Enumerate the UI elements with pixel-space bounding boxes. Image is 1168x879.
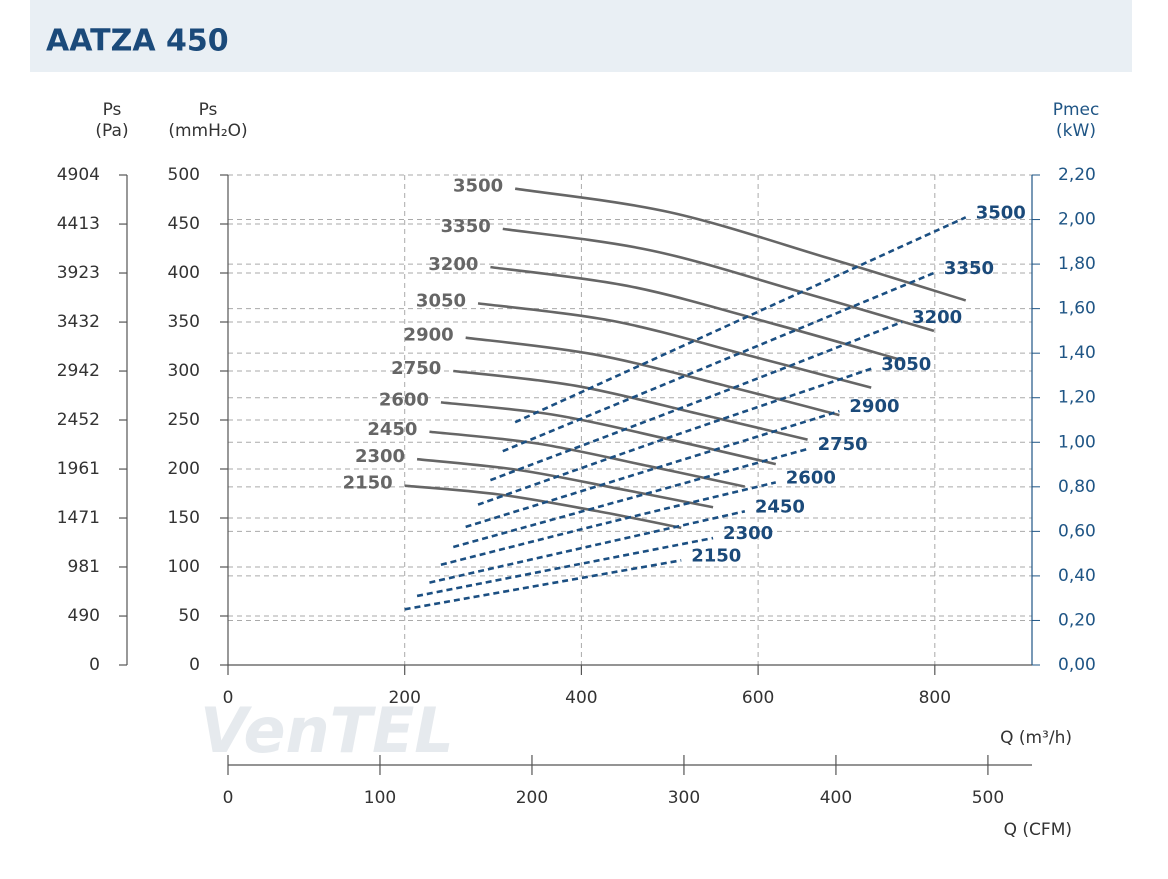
power-curve-label: 3500 xyxy=(976,202,1026,223)
y-tick-label: 50 xyxy=(178,606,200,626)
pa-tick-label: 2942 xyxy=(57,361,100,381)
pressure-curve-label: 2750 xyxy=(391,358,441,379)
pa-axis-unit: (Pa) xyxy=(95,121,128,141)
watermark: VenTEL xyxy=(200,694,454,767)
header-band xyxy=(30,0,1132,72)
y-tick-label: 200 xyxy=(168,459,200,479)
y-tick-label: 350 xyxy=(168,312,200,332)
pa-tick-label: 490 xyxy=(68,606,100,626)
x2-tick-label: 400 xyxy=(820,788,852,808)
x2-tick-label: 500 xyxy=(972,788,1004,808)
power-curve-label: 2450 xyxy=(755,496,805,517)
x2-tick-label: 0 xyxy=(223,788,234,808)
x2-axis-title: Q (CFM) xyxy=(1004,820,1072,840)
y2-tick-label: 1,80 xyxy=(1058,254,1096,274)
x2-tick-label: 100 xyxy=(364,788,396,808)
y2-tick-label: 0,60 xyxy=(1058,521,1096,541)
pressure-curve xyxy=(477,302,872,389)
y2-tick-label: 2,00 xyxy=(1058,210,1096,230)
x-tick-label: 0 xyxy=(223,688,234,708)
pressure-curve xyxy=(440,401,777,466)
pressure-curve-label: 2900 xyxy=(404,325,454,346)
pressure-curve xyxy=(416,457,714,509)
pressure-curve xyxy=(514,187,967,302)
power-curve-label: 2900 xyxy=(849,396,899,417)
y2-tick-label: 1,20 xyxy=(1058,388,1096,408)
power-curve-label: 3350 xyxy=(944,258,994,279)
y-tick-label: 300 xyxy=(168,361,200,381)
power-curve xyxy=(404,559,682,611)
power-curve xyxy=(440,481,777,567)
y2-tick-label: 1,00 xyxy=(1058,432,1096,452)
pressure-curve xyxy=(502,227,935,333)
power-curve-label: 3200 xyxy=(912,307,962,328)
power-curve-label: 2750 xyxy=(818,434,868,455)
pressure-curve-label: 2450 xyxy=(367,419,417,440)
y-tick-label: 450 xyxy=(168,214,200,234)
pa-axis-title: Ps xyxy=(103,100,122,120)
x-tick-label: 400 xyxy=(565,688,597,708)
x2-tick-label: 300 xyxy=(668,788,700,808)
pressure-curve-label: 3500 xyxy=(453,176,503,197)
y2-axis-title: Pmec xyxy=(1053,100,1100,120)
pressure-curve-label: 3350 xyxy=(441,216,491,237)
power-curve xyxy=(514,216,967,424)
y2-tick-label: 1,40 xyxy=(1058,343,1096,363)
page-title: AATZA 450 xyxy=(46,24,229,59)
pa-tick-label: 2452 xyxy=(57,410,100,430)
x-tick-label: 600 xyxy=(742,688,774,708)
x2-tick-label: 200 xyxy=(516,788,548,808)
y-tick-label: 250 xyxy=(168,410,200,430)
pa-tick-label: 3923 xyxy=(57,263,100,283)
power-curve xyxy=(416,536,714,598)
pressure-curve-label: 2300 xyxy=(355,446,405,467)
y2-tick-label: 0,00 xyxy=(1058,655,1096,675)
power-curve xyxy=(502,271,935,453)
pressure-curve xyxy=(404,484,682,530)
y-tick-label: 0 xyxy=(189,655,200,675)
power-curve-label: 2150 xyxy=(691,545,741,566)
pressure-curve-label: 3050 xyxy=(416,290,466,311)
power-curve-label: 3050 xyxy=(881,354,931,375)
pa-tick-label: 4413 xyxy=(57,214,100,234)
pressure-curve-label: 3200 xyxy=(428,254,478,275)
power-curve xyxy=(465,409,840,529)
pa-tick-label: 981 xyxy=(68,557,100,577)
y2-tick-label: 2,20 xyxy=(1058,165,1096,185)
power-curve-label: 2600 xyxy=(786,467,836,488)
y-tick-label: 500 xyxy=(168,165,200,185)
power-curve-label: 2300 xyxy=(723,523,773,544)
x-tick-label: 800 xyxy=(919,688,951,708)
x-axis-title: Q (m³/h) xyxy=(1000,728,1072,748)
pressure-curve-label: 2600 xyxy=(379,389,429,410)
y2-tick-label: 0,80 xyxy=(1058,477,1096,497)
pressure-curve xyxy=(465,336,840,417)
x-tick-label: 200 xyxy=(388,688,420,708)
y-tick-label: 100 xyxy=(168,557,200,577)
power-curve xyxy=(489,320,903,482)
pa-tick-label: 1471 xyxy=(57,508,100,528)
y-axis-unit: (mmH₂O) xyxy=(168,121,247,141)
y-tick-label: 150 xyxy=(168,508,200,528)
pa-tick-label: 0 xyxy=(89,655,100,675)
pa-tick-label: 1961 xyxy=(57,459,100,479)
y2-axis-unit: (kW) xyxy=(1056,121,1096,141)
y-tick-label: 400 xyxy=(168,263,200,283)
pa-tick-label: 3432 xyxy=(57,312,100,332)
pa-tick-label: 4904 xyxy=(57,165,100,185)
y2-tick-label: 1,60 xyxy=(1058,299,1096,319)
pressure-curve-label: 2150 xyxy=(343,473,393,494)
power-curve xyxy=(429,510,746,584)
power-curve xyxy=(452,447,808,549)
y2-tick-label: 0,40 xyxy=(1058,566,1096,586)
y-axis-title: Ps xyxy=(199,100,218,120)
pressure-curve xyxy=(429,430,746,488)
y2-tick-label: 0,20 xyxy=(1058,610,1096,630)
